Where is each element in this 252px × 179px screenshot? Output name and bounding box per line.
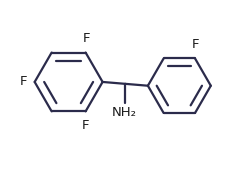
Text: F: F (20, 76, 27, 88)
Text: F: F (191, 38, 198, 51)
Text: F: F (82, 119, 89, 132)
Text: NH₂: NH₂ (111, 106, 136, 119)
Text: F: F (82, 33, 89, 45)
